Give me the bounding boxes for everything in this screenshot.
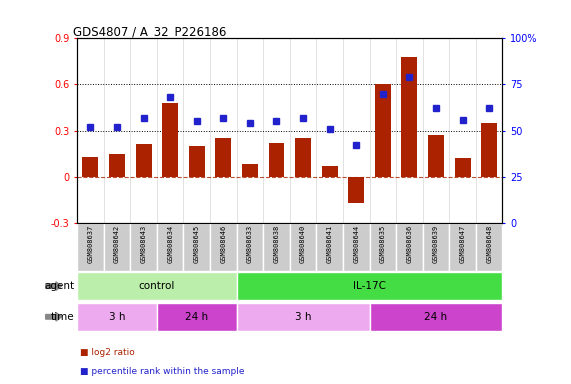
Bar — [295, 138, 311, 177]
Bar — [236, 223, 263, 271]
Bar — [236, 272, 502, 300]
Text: GSM808641: GSM808641 — [327, 225, 333, 263]
Bar — [369, 223, 396, 271]
Text: GDS4807 / A_32_P226186: GDS4807 / A_32_P226186 — [73, 25, 226, 38]
Bar — [375, 84, 391, 177]
Text: GSM808639: GSM808639 — [433, 225, 439, 263]
Bar — [455, 158, 471, 177]
Bar — [449, 223, 476, 271]
Text: GSM808637: GSM808637 — [87, 225, 94, 263]
Text: GSM808645: GSM808645 — [194, 225, 200, 263]
Bar — [423, 223, 449, 271]
Bar — [162, 103, 178, 177]
Text: GSM808634: GSM808634 — [167, 225, 173, 263]
Text: time: time — [51, 312, 74, 322]
Bar — [157, 303, 236, 331]
Text: GSM808640: GSM808640 — [300, 225, 306, 263]
Text: ■ percentile rank within the sample: ■ percentile rank within the sample — [80, 367, 244, 376]
Text: 3 h: 3 h — [108, 312, 125, 322]
Text: GSM808642: GSM808642 — [114, 225, 120, 263]
Bar — [428, 135, 444, 177]
Bar — [263, 223, 290, 271]
Text: GSM808633: GSM808633 — [247, 225, 253, 263]
Bar — [242, 164, 258, 177]
Bar — [183, 223, 210, 271]
Text: GSM808644: GSM808644 — [353, 225, 359, 263]
Text: control: control — [139, 281, 175, 291]
Bar — [104, 223, 130, 271]
Text: 3 h: 3 h — [295, 312, 311, 322]
Bar — [135, 144, 151, 177]
Bar — [401, 57, 417, 177]
Bar — [130, 223, 157, 271]
Bar — [476, 223, 502, 271]
Bar — [77, 223, 104, 271]
Bar — [289, 223, 316, 271]
Text: GSM808647: GSM808647 — [460, 225, 465, 263]
Bar — [321, 166, 337, 177]
Text: IL-17C: IL-17C — [353, 281, 386, 291]
Bar — [109, 154, 125, 177]
Bar — [210, 223, 236, 271]
Bar — [268, 143, 284, 177]
Text: GSM808646: GSM808646 — [220, 225, 226, 263]
Text: 24 h: 24 h — [424, 312, 448, 322]
Text: agent: agent — [44, 281, 74, 291]
Bar — [236, 303, 369, 331]
Text: GSM808643: GSM808643 — [140, 225, 147, 263]
Text: GSM808648: GSM808648 — [486, 225, 492, 263]
Bar — [157, 223, 183, 271]
Bar — [481, 123, 497, 177]
Text: 24 h: 24 h — [185, 312, 208, 322]
Bar — [316, 223, 343, 271]
Text: ■ log2 ratio: ■ log2 ratio — [80, 348, 135, 356]
Bar — [215, 138, 231, 177]
Bar — [82, 157, 98, 177]
Bar — [343, 223, 369, 271]
Bar — [369, 303, 502, 331]
Text: GSM808638: GSM808638 — [274, 225, 279, 263]
Bar — [189, 146, 204, 177]
Text: GSM808636: GSM808636 — [407, 225, 412, 263]
Bar — [77, 303, 157, 331]
Bar — [396, 223, 423, 271]
Bar — [77, 272, 236, 300]
Bar — [348, 177, 364, 203]
Text: GSM808635: GSM808635 — [380, 225, 386, 263]
